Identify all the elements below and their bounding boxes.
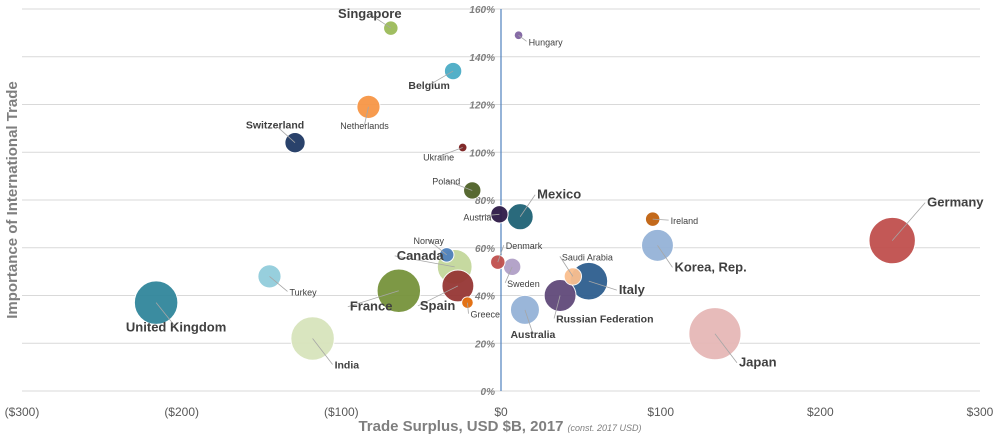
bubble-label: Norway	[413, 236, 444, 246]
leader-line	[274, 124, 296, 143]
y-tick-label: 20%	[474, 339, 495, 350]
leader-line	[438, 147, 463, 157]
bubble-label: Turkey	[289, 287, 317, 297]
y-tick-label: 100%	[469, 148, 495, 159]
y-tick-label: 120%	[469, 101, 495, 112]
y-tick-label: 80%	[475, 196, 495, 207]
bubble-label: Denmark	[506, 241, 543, 251]
bubble-label: Japan	[739, 355, 777, 370]
bubble-label: Switzerland	[246, 120, 304, 132]
bubble-labels: Singapore Hungary Belgium Netherlands Switze…	[126, 6, 984, 371]
bubble-label: Spain	[420, 298, 455, 313]
leader-line	[524, 309, 534, 334]
x-tick-label: $0	[494, 405, 508, 419]
y-tick-label: 0%	[481, 387, 496, 398]
leader-line	[417, 285, 459, 307]
bubble-label: Austria	[463, 212, 491, 222]
leader-line	[519, 194, 536, 217]
x-tick-label: $300	[967, 405, 994, 419]
bubble-label: France	[350, 299, 393, 314]
bubble	[502, 257, 522, 277]
leader-line	[394, 255, 455, 268]
leader-line	[369, 13, 392, 29]
leader-line	[553, 295, 561, 319]
bubble-label: United Kingdom	[126, 320, 226, 335]
bubble-label: Ukraine	[423, 152, 454, 162]
leader-line	[518, 34, 527, 42]
x-tick-label: ($100)	[324, 405, 359, 419]
leader-line	[428, 239, 447, 256]
leader-line	[312, 338, 333, 365]
bubble-label: Saudi Arabia	[562, 252, 613, 262]
x-tick-label: ($200)	[164, 405, 199, 419]
bubble-label: Italy	[619, 282, 646, 297]
bubble	[284, 132, 306, 154]
y-axis-title: Importance of International Trade	[4, 81, 21, 319]
leader-line	[269, 276, 288, 292]
x-tick-label: ($300)	[5, 405, 40, 419]
bubble-label: Korea, Rep.	[674, 259, 746, 274]
leader-line	[446, 180, 473, 191]
leader-line	[504, 266, 513, 284]
y-tick-label: 160%	[469, 5, 495, 16]
bubble-label: Netherlands	[340, 121, 389, 131]
leader-line	[364, 106, 369, 125]
leader-line	[497, 244, 505, 263]
bubbles	[133, 20, 916, 361]
leader-line	[657, 245, 673, 268]
bubble-label: Mexico	[537, 187, 581, 202]
bubble-label: Hungary	[529, 37, 564, 47]
y-tick-label: 140%	[469, 53, 495, 64]
leader-line	[347, 290, 399, 308]
leader-line	[891, 202, 926, 241]
leader-line	[714, 333, 738, 363]
bubble-label: Singapore	[338, 6, 402, 21]
x-tick-label: $200	[807, 405, 834, 419]
bubble-label: Poland	[432, 176, 460, 186]
leader-line	[428, 70, 454, 86]
leader-line	[467, 302, 469, 314]
bubble-label: Canada	[397, 248, 445, 263]
bubble-label: Greece	[470, 310, 500, 320]
tick-labels: 0% 20% 40% 60% 80% 100% 120% 140% 160% ($300) ($20…	[5, 5, 994, 419]
leader-line	[155, 302, 177, 328]
bubble-label: Sweden	[507, 279, 540, 289]
bubble-label: Russian Federation	[556, 314, 653, 326]
x-axis-title-main: Trade Surplus, USD $B, 2017	[358, 418, 563, 435]
x-axis-title-note: (const. 2017 USD)	[568, 423, 642, 433]
leader-line	[588, 280, 617, 291]
bubble-label: Ireland	[671, 216, 699, 226]
x-tick-label: $100	[647, 405, 674, 419]
y-tick-label: 60%	[475, 244, 495, 255]
y-tick-label: 40%	[474, 292, 495, 303]
bubble-label: India	[335, 359, 360, 371]
bubble-label: Belgium	[408, 80, 449, 92]
bubble-label: Germany	[927, 195, 984, 210]
leader-line	[559, 256, 574, 277]
bubble-label: Australia	[510, 329, 555, 341]
x-axis-title: Trade Surplus, USD $B, 2017 (const. 2017 …	[358, 418, 641, 435]
leader-line	[477, 213, 500, 217]
leader-line	[652, 218, 669, 221]
